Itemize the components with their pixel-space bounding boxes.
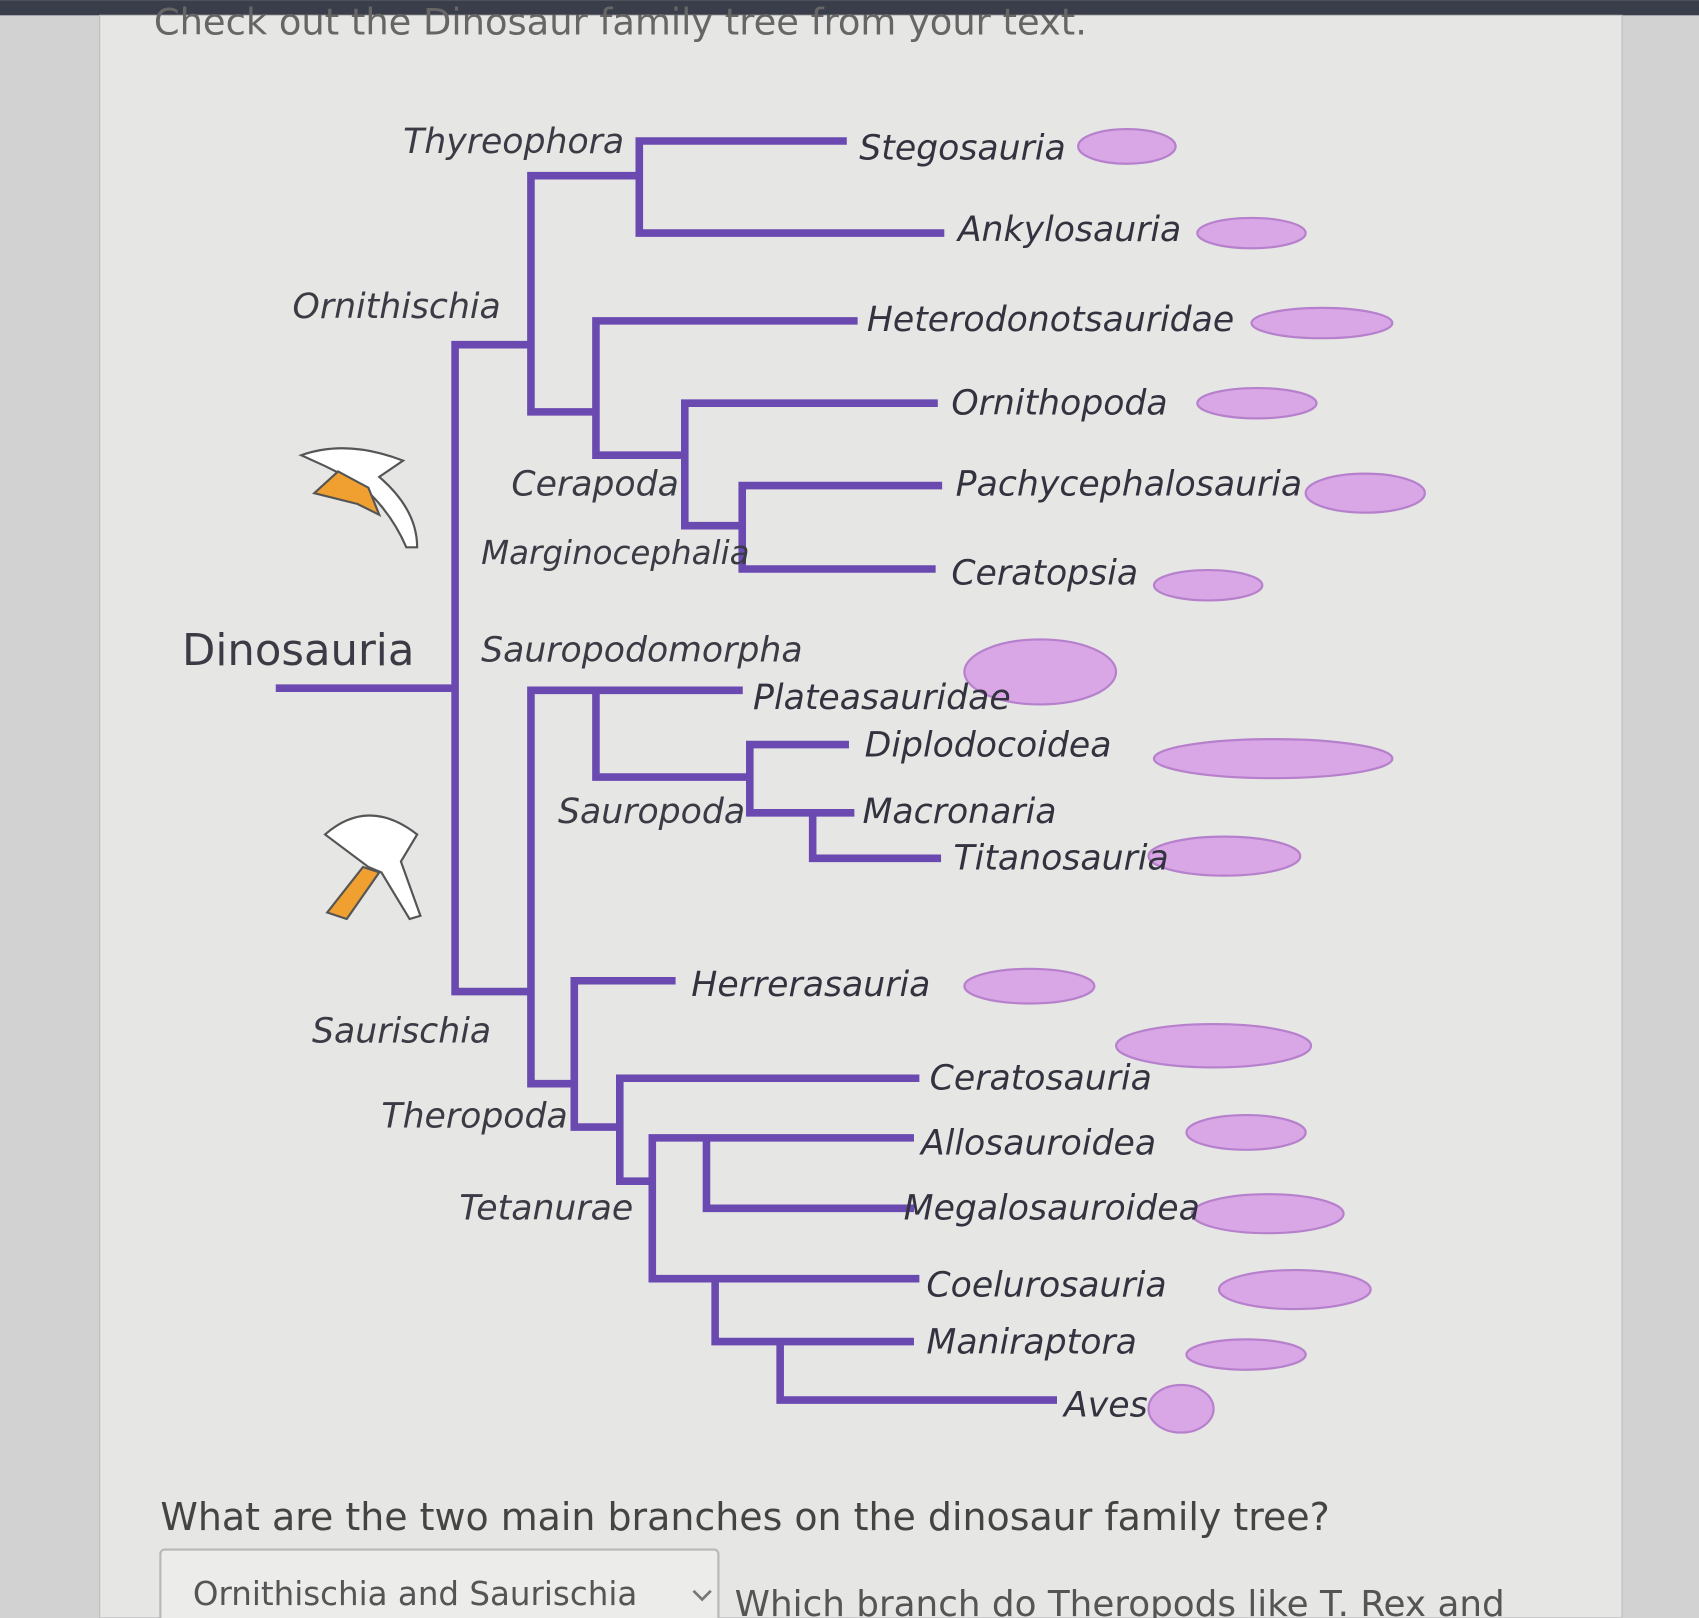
clade-label: Tetanurae bbox=[459, 1188, 633, 1228]
instruction: Check out the Dinosaur family tree from … bbox=[154, 0, 1087, 43]
top-bar bbox=[0, 0, 1699, 16]
leaf-label: Aves bbox=[1062, 1386, 1148, 1426]
ornithischian-hip bbox=[298, 447, 419, 549]
leaf-label: Plateasauridae bbox=[753, 678, 1011, 718]
leaf-label: Pachycephalosauria bbox=[956, 465, 1302, 505]
answer-dropdown[interactable]: Ornithischia and Saurischia bbox=[159, 1548, 720, 1618]
leaf-label: Ceratopsia bbox=[951, 553, 1138, 593]
clade-label: Cerapoda bbox=[511, 465, 678, 505]
leaf-label: Stegosauria bbox=[859, 129, 1065, 169]
content-panel bbox=[99, 14, 1623, 1618]
clade-label: Sauropoda bbox=[558, 792, 745, 832]
saurischian-hip bbox=[323, 814, 422, 921]
dino-silhouette bbox=[1152, 568, 1264, 602]
dropdown-box[interactable] bbox=[159, 1548, 720, 1618]
leaf-label: Ceratosauria bbox=[930, 1058, 1152, 1098]
clade-label: Saurischia bbox=[312, 1012, 491, 1052]
dino-silhouette bbox=[1217, 1268, 1372, 1311]
dino-silhouette bbox=[1147, 1383, 1215, 1434]
dino-silhouette bbox=[1190, 1193, 1345, 1235]
dino-silhouette bbox=[1250, 306, 1394, 340]
dino-silhouette bbox=[1196, 216, 1307, 250]
dino-silhouette bbox=[1185, 1338, 1307, 1371]
dino-silhouette bbox=[1196, 386, 1318, 420]
clade-label: Marginocephalia bbox=[481, 534, 749, 572]
dino-silhouette bbox=[963, 967, 1096, 1005]
question-text: What are the two main branches on the di… bbox=[160, 1495, 1329, 1539]
leaf-label: Maniraptora bbox=[926, 1323, 1137, 1363]
question-text: Which branch do Theropods like T. Rex an… bbox=[735, 1584, 1505, 1618]
clade-label: Sauropodomorpha bbox=[481, 630, 802, 670]
dropdown-value[interactable]: Ornithischia and Saurischia bbox=[193, 1575, 637, 1613]
tree-branches bbox=[275, 137, 1057, 1404]
dino-silhouette bbox=[1185, 1114, 1307, 1151]
leaf-label: Titanosauria bbox=[954, 838, 1169, 878]
leaf-label: Herrerasauria bbox=[691, 965, 930, 1005]
saurischian-pubis bbox=[325, 865, 381, 921]
dino-silhouette bbox=[963, 638, 1118, 706]
clade-label: Theropoda bbox=[381, 1096, 567, 1136]
dropdown-chevron bbox=[692, 1589, 712, 1602]
leaf-label: Allosauroidea bbox=[919, 1123, 1156, 1163]
branch-lines bbox=[275, 137, 1057, 1404]
leaf-label: Coelurosauria bbox=[926, 1265, 1166, 1305]
leaf-label: Ornithopoda bbox=[951, 383, 1167, 423]
ornithischian-pubis bbox=[312, 470, 382, 518]
root-label: Dinosauria bbox=[182, 626, 414, 676]
clade-label: Ornithischia bbox=[293, 287, 501, 327]
dino-silhouette bbox=[1114, 1023, 1313, 1069]
leaf-label: Diplodocoidea bbox=[865, 726, 1112, 766]
leaf-label: Megalosauroidea bbox=[904, 1188, 1200, 1228]
clade-label: Thyreophora bbox=[403, 122, 624, 162]
dino-silhouette bbox=[1077, 127, 1177, 165]
leaf-label: Heterodonotsauridae bbox=[867, 300, 1234, 340]
leaf-label: Ankylosauria bbox=[956, 210, 1181, 250]
dino-silhouettes bbox=[963, 127, 1426, 1434]
dino-silhouette bbox=[1304, 472, 1426, 514]
dino-silhouette bbox=[1152, 738, 1394, 780]
dino-silhouette bbox=[1147, 835, 1302, 877]
hip-icons bbox=[298, 447, 422, 921]
leaf-label: Macronaria bbox=[863, 792, 1057, 832]
